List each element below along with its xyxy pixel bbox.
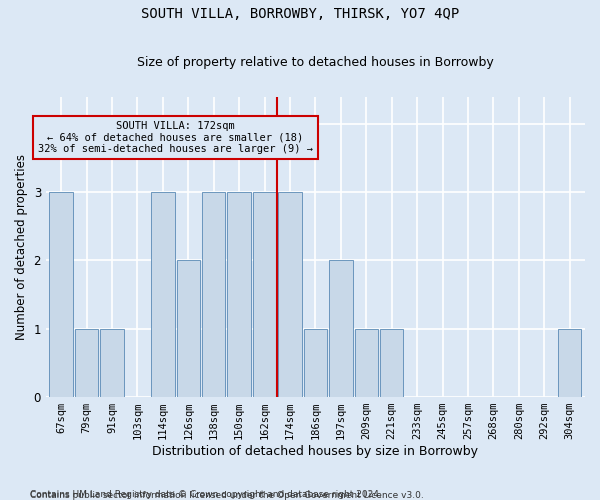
- Bar: [278, 192, 302, 396]
- Bar: [75, 328, 98, 396]
- Bar: [176, 260, 200, 396]
- Bar: [329, 260, 353, 396]
- Text: SOUTH VILLA: 172sqm
← 64% of detached houses are smaller (18)
32% of semi-detach: SOUTH VILLA: 172sqm ← 64% of detached ho…: [38, 121, 313, 154]
- Bar: [151, 192, 175, 396]
- Title: Size of property relative to detached houses in Borrowby: Size of property relative to detached ho…: [137, 56, 494, 70]
- Bar: [100, 328, 124, 396]
- Text: Contains HM Land Registry data © Crown copyright and database right 2024.: Contains HM Land Registry data © Crown c…: [30, 490, 382, 499]
- Bar: [304, 328, 327, 396]
- Y-axis label: Number of detached properties: Number of detached properties: [15, 154, 28, 340]
- Bar: [355, 328, 378, 396]
- X-axis label: Distribution of detached houses by size in Borrowby: Distribution of detached houses by size …: [152, 444, 478, 458]
- Bar: [380, 328, 403, 396]
- Bar: [202, 192, 226, 396]
- Text: SOUTH VILLA, BORROWBY, THIRSK, YO7 4QP: SOUTH VILLA, BORROWBY, THIRSK, YO7 4QP: [141, 8, 459, 22]
- Text: Contains public sector information licensed under the Open Government Licence v3: Contains public sector information licen…: [30, 491, 424, 500]
- Bar: [49, 192, 73, 396]
- Bar: [558, 328, 581, 396]
- Bar: [227, 192, 251, 396]
- Bar: [253, 192, 276, 396]
